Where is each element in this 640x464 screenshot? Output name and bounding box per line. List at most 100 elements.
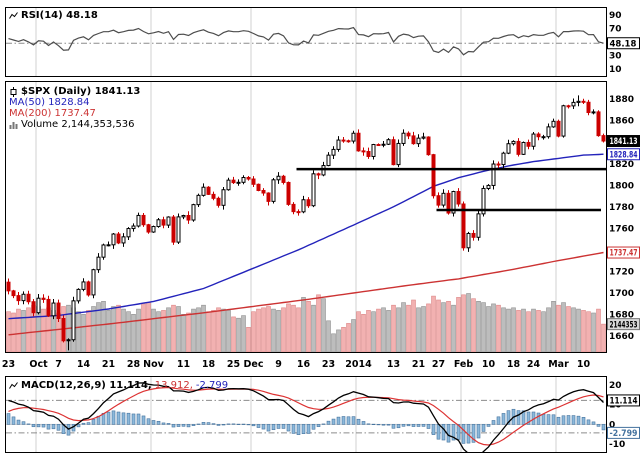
volume-bar <box>116 304 121 352</box>
volume-bar <box>301 297 306 352</box>
volume-bar <box>261 307 266 352</box>
volume-bar <box>171 304 176 352</box>
candle-body <box>301 199 306 213</box>
volume-bars-icon <box>9 122 18 129</box>
candle-body <box>191 204 196 221</box>
volume-bar <box>361 313 366 352</box>
candle-body <box>376 144 381 147</box>
volume-value-label: 2144353 <box>610 320 638 330</box>
volume-bar <box>356 311 361 352</box>
x-axis-label: 18 <box>202 359 216 370</box>
candle-body <box>276 175 281 181</box>
macd-signal-line <box>8 386 604 446</box>
volume-bar <box>431 295 436 352</box>
volume-bar <box>386 310 391 352</box>
ma200-legend-text: MA(200) 1737.47 <box>9 108 96 119</box>
candle-body <box>86 281 91 296</box>
candle-body <box>326 154 331 167</box>
histogram-bar <box>561 415 566 425</box>
x-axis-label: 14 <box>77 359 91 370</box>
icon-bar <box>12 122 15 129</box>
histogram-bar <box>301 424 306 434</box>
histogram-bar <box>261 424 266 430</box>
macd-value-label: 11.114 <box>610 397 638 407</box>
candle-body <box>526 141 531 147</box>
candle-body <box>296 211 301 214</box>
histogram-bar <box>601 424 606 431</box>
candle-body <box>581 100 586 103</box>
histogram-bar <box>406 424 411 427</box>
candle-body <box>481 187 486 215</box>
histogram-bar <box>341 416 346 425</box>
volume-bar <box>476 300 481 352</box>
candle-body <box>96 256 101 271</box>
volume-bar <box>406 304 411 352</box>
volume-bar <box>531 308 536 352</box>
candle-body <box>351 132 356 142</box>
histogram-bar <box>506 410 511 425</box>
volume-bar <box>351 319 356 352</box>
rsi-value-label: 48.18 <box>610 39 637 49</box>
candle-body <box>461 203 466 249</box>
candle-body <box>346 140 351 143</box>
candlestick-icon <box>10 86 17 97</box>
histogram-bar <box>141 415 146 425</box>
candle-body <box>121 236 126 244</box>
volume-bar <box>441 302 446 352</box>
candle-body <box>281 175 286 183</box>
candle-body <box>531 133 536 147</box>
volume-bar <box>216 307 221 352</box>
icon-bar <box>15 124 18 129</box>
volume-bar <box>186 312 191 352</box>
candle-body <box>21 293 26 302</box>
candle-body <box>176 216 181 243</box>
macd-hist-legend-text: -2.799 <box>195 380 229 391</box>
histogram-bar <box>146 418 151 425</box>
x-axis-label: 10 <box>482 359 496 370</box>
histogram-bar <box>221 424 226 426</box>
histogram-bar <box>421 424 426 427</box>
volume-bar <box>136 308 141 352</box>
histogram-bar <box>86 422 91 425</box>
volume-bar <box>106 310 111 352</box>
volume-bar <box>576 308 581 352</box>
histogram-bar <box>496 416 501 425</box>
histogram-bar <box>551 414 556 425</box>
histogram-bar <box>36 424 41 428</box>
candle-body <box>56 302 61 320</box>
volume-bar <box>211 310 216 352</box>
histogram-bar <box>491 420 496 425</box>
histogram-bar <box>326 420 331 425</box>
volume-bar <box>221 308 226 352</box>
histogram-bar <box>546 414 551 425</box>
price-axis-label: 1800 <box>609 181 634 191</box>
candle-body <box>226 179 231 191</box>
rsi-axis-label: 70 <box>609 24 622 34</box>
histogram-bar <box>336 416 341 425</box>
histogram-bar <box>201 422 206 425</box>
volume-bar <box>411 299 416 352</box>
volume-bar <box>91 306 96 352</box>
volume-bar <box>326 320 331 352</box>
candle-body <box>156 219 161 228</box>
volume-bar <box>16 308 21 352</box>
x-axis-label: Mar <box>548 359 569 370</box>
histogram-bar <box>556 416 561 425</box>
candle-body <box>466 232 471 249</box>
volume-bar <box>81 313 86 352</box>
candle-body <box>11 290 16 297</box>
volume-bar <box>366 310 371 352</box>
histogram-bar <box>166 423 171 425</box>
histogram-bar <box>501 413 506 425</box>
volume-bar <box>396 307 401 352</box>
candle-body <box>111 233 116 246</box>
volume-bar <box>331 333 336 352</box>
volume-bar <box>521 308 526 352</box>
candle-body <box>266 192 271 202</box>
volume-bar <box>571 307 576 352</box>
histogram-bar <box>396 424 401 429</box>
volume-bar <box>76 311 81 352</box>
x-axis-label: 28 <box>127 359 141 370</box>
ma200-line <box>8 251 604 336</box>
